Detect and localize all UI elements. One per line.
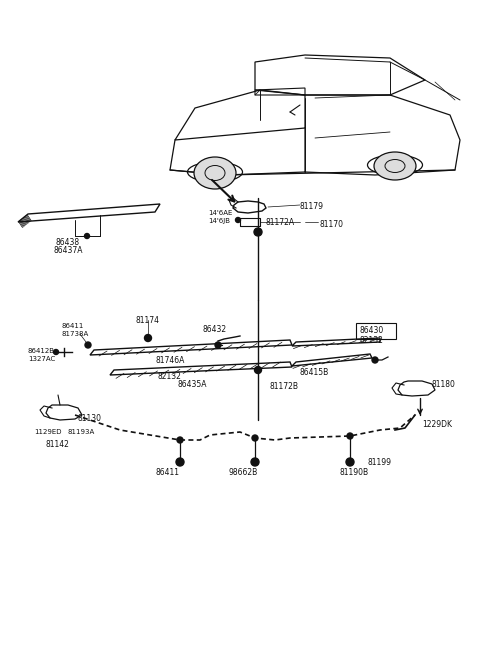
Circle shape bbox=[84, 233, 89, 238]
Circle shape bbox=[176, 458, 184, 466]
Text: 81190B: 81190B bbox=[340, 468, 369, 477]
Text: 86411: 86411 bbox=[156, 468, 180, 477]
Text: 81199: 81199 bbox=[368, 458, 392, 467]
Text: 86432: 86432 bbox=[203, 325, 227, 334]
Text: 81738A: 81738A bbox=[62, 331, 89, 337]
Text: 1229DK: 1229DK bbox=[422, 420, 452, 429]
Text: 82132: 82132 bbox=[359, 336, 383, 345]
Text: 14'6JB: 14'6JB bbox=[208, 218, 230, 224]
Ellipse shape bbox=[374, 152, 416, 180]
Text: 81130: 81130 bbox=[78, 414, 102, 423]
Text: 86412B: 86412B bbox=[28, 348, 55, 354]
Circle shape bbox=[254, 228, 262, 236]
Text: 86411: 86411 bbox=[62, 323, 84, 329]
Circle shape bbox=[215, 342, 221, 348]
Circle shape bbox=[372, 357, 378, 363]
Circle shape bbox=[236, 217, 240, 223]
Text: 81746A: 81746A bbox=[155, 356, 184, 365]
Text: 81193A: 81193A bbox=[68, 429, 95, 435]
Text: 86438: 86438 bbox=[56, 238, 80, 247]
Circle shape bbox=[85, 342, 91, 348]
Circle shape bbox=[251, 458, 259, 466]
Text: 86437A: 86437A bbox=[53, 246, 83, 255]
Circle shape bbox=[53, 350, 59, 355]
Text: 82132: 82132 bbox=[158, 372, 182, 381]
Circle shape bbox=[177, 437, 183, 443]
Text: 1129ED: 1129ED bbox=[34, 429, 61, 435]
Text: 81174: 81174 bbox=[136, 316, 160, 325]
Circle shape bbox=[347, 433, 353, 439]
Circle shape bbox=[346, 458, 354, 466]
Text: 86435A: 86435A bbox=[178, 380, 207, 389]
Text: 14'6AE: 14'6AE bbox=[208, 210, 232, 216]
Text: 81172A: 81172A bbox=[265, 218, 294, 227]
Text: 81179: 81179 bbox=[300, 202, 324, 211]
Text: 81172B: 81172B bbox=[270, 382, 299, 391]
Circle shape bbox=[144, 334, 152, 342]
Text: 81142: 81142 bbox=[46, 440, 70, 449]
Text: 81180: 81180 bbox=[432, 380, 456, 389]
Circle shape bbox=[254, 367, 262, 373]
Text: 1327AC: 1327AC bbox=[28, 356, 55, 362]
Text: 86430: 86430 bbox=[359, 326, 383, 335]
Text: 98662B: 98662B bbox=[228, 468, 258, 477]
Circle shape bbox=[252, 435, 258, 441]
Text: 81170: 81170 bbox=[320, 220, 344, 229]
Text: 86415B: 86415B bbox=[300, 368, 329, 377]
Ellipse shape bbox=[194, 157, 236, 189]
